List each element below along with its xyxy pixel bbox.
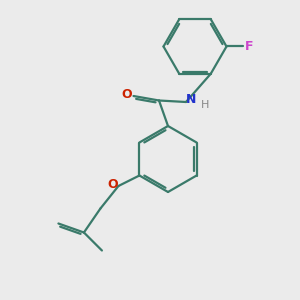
Text: H: H — [201, 100, 210, 110]
Text: O: O — [108, 178, 118, 191]
Text: N: N — [186, 93, 197, 106]
Text: O: O — [122, 88, 132, 101]
Text: F: F — [245, 40, 253, 53]
